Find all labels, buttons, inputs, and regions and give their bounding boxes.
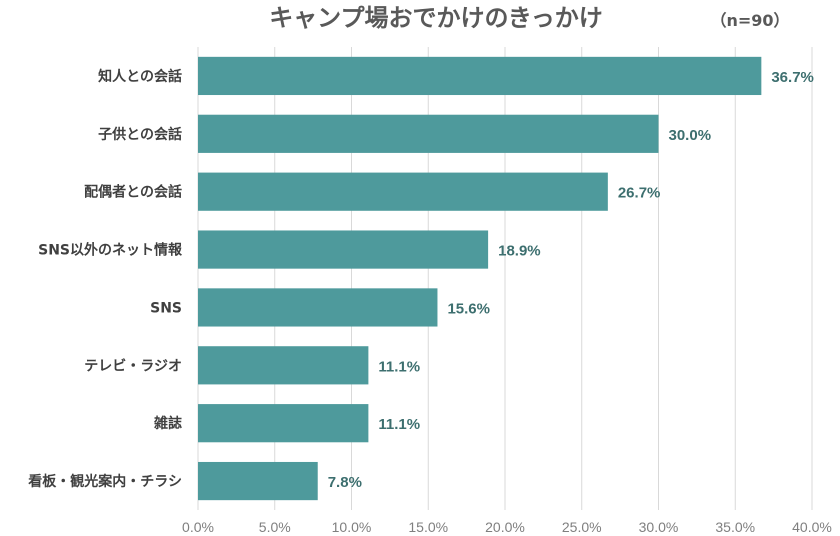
- bar: [198, 288, 438, 327]
- bar: [198, 461, 318, 501]
- bar: [198, 346, 369, 385]
- value-labels: 36.7% 30.0% 26.7% 18.9% 15.6% 11.1% 11.1% 7.8%: [328, 69, 814, 491]
- x-tick-label: 10.0%: [332, 519, 372, 535]
- data-label: 7.8%: [328, 474, 362, 491]
- data-label: 26.7%: [618, 185, 661, 202]
- sample-size-note: （n=90）: [710, 11, 789, 30]
- category-label: テレビ・ラジオ: [84, 358, 182, 374]
- bar: [198, 114, 659, 153]
- x-tick-label: 5.0%: [259, 519, 291, 535]
- x-tick-label: 25.0%: [562, 519, 602, 535]
- x-tick-label: 30.0%: [639, 519, 679, 535]
- x-tick-label: 35.0%: [715, 519, 755, 535]
- data-label: 18.9%: [498, 243, 541, 260]
- bar: [198, 404, 369, 443]
- data-label: 15.6%: [447, 300, 490, 317]
- category-label: SNS以外のネット情報: [38, 242, 183, 259]
- x-tick-label: 20.0%: [485, 519, 525, 535]
- x-axis-ticks: 0.0% 5.0% 10.0% 15.0% 20.0% 25.0% 30.0% 35.0% 40…: [182, 519, 832, 535]
- category-label: 子供との会話: [98, 126, 182, 143]
- data-label: 11.1%: [378, 358, 420, 375]
- bar: [198, 230, 489, 269]
- x-tick-label: 15.0%: [408, 519, 448, 535]
- bar: [198, 172, 608, 211]
- category-label: 配偶者との会話: [84, 184, 182, 201]
- category-label: 看板・観光案内・チラシ: [27, 473, 182, 490]
- data-label: 30.0%: [669, 127, 712, 144]
- chart-title: キャンプ場おでかけのきっかけ: [269, 4, 603, 32]
- bar: [198, 56, 762, 96]
- bars: [198, 56, 762, 501]
- category-label: SNS: [150, 300, 182, 316]
- x-tick-label: 0.0%: [182, 519, 214, 535]
- category-label: 雑誌: [153, 415, 182, 432]
- data-label: 36.7%: [771, 69, 814, 86]
- x-tick-label: 40.0%: [792, 519, 832, 535]
- data-label: 11.1%: [378, 416, 420, 433]
- category-label: 知人との会話: [98, 68, 182, 85]
